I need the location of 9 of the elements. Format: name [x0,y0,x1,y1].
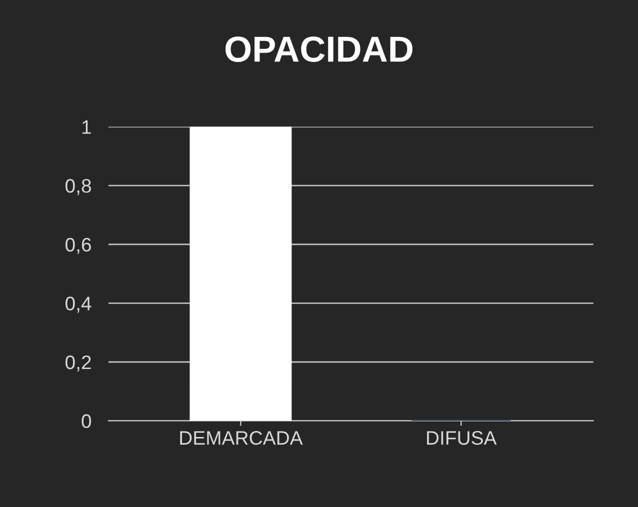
y-tick-label: 0,2 [66,355,91,372]
y-tick-label: 0 [82,414,92,428]
x-tick-label: DEMARCADA [180,431,303,445]
y-tick-label: 0,8 [66,179,91,196]
y-tick-label: 0,4 [66,296,92,313]
y-tick-label: 0,6 [66,238,91,254]
chart-title: OPACIDAD [226,36,412,62]
x-tick-label: DIFUSA [427,431,497,445]
y-tick-label: 1 [82,120,91,134]
